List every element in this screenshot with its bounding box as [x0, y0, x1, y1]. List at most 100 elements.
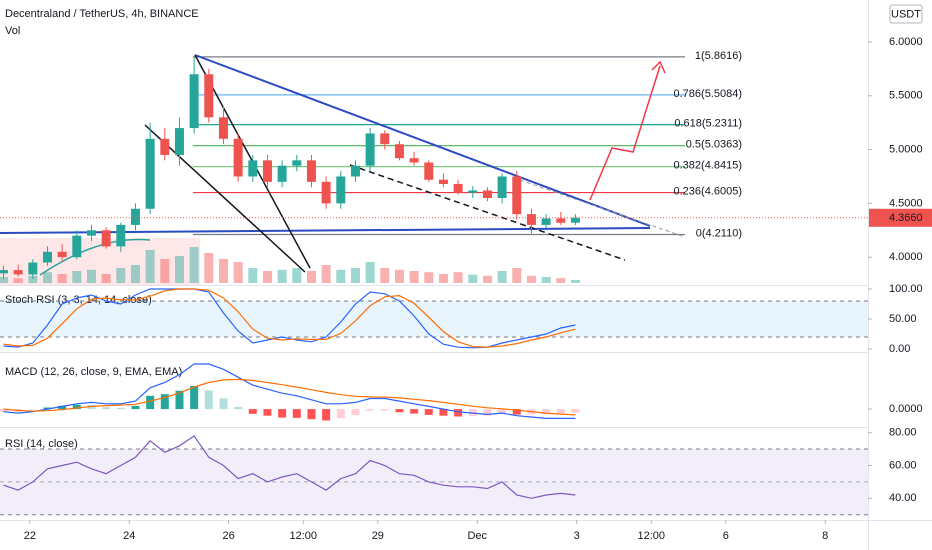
- candle-body: [541, 218, 551, 225]
- volume-bar: [277, 269, 287, 283]
- band-fill: [0, 301, 868, 337]
- candle-body: [189, 74, 199, 129]
- volume-bar: [306, 271, 316, 283]
- candle-body: [42, 251, 52, 263]
- macd-histogram-bar: [0, 409, 8, 412]
- currency-button[interactable]: [889, 4, 923, 24]
- x-tick-label: Dec: [467, 530, 487, 542]
- currency-label: USDT: [891, 8, 921, 20]
- y-tick-label: 40.00: [889, 492, 917, 504]
- volume-bar: [380, 268, 390, 283]
- x-tick-label: 3: [574, 530, 580, 542]
- arrow-head: [651, 60, 666, 74]
- macd-histogram-bar: [263, 409, 272, 416]
- macd-histogram-bar: [292, 409, 301, 418]
- macd-histogram-bar: [234, 406, 243, 410]
- volume-bar: [262, 271, 272, 283]
- volume-label: Vol: [5, 25, 20, 37]
- candle-body: [365, 133, 375, 166]
- macd-histogram-bar: [160, 394, 169, 410]
- macd-histogram-bar: [219, 398, 228, 410]
- volume-bar: [453, 272, 463, 283]
- macd-histogram-bar: [28, 409, 37, 410]
- candle-body: [350, 165, 360, 177]
- volume-bar: [365, 262, 375, 283]
- macd-histogram-bar: [395, 409, 404, 413]
- macd-histogram-bar: [366, 409, 375, 411]
- volume-bar: [409, 271, 419, 283]
- macd-histogram-bar: [131, 405, 140, 410]
- last-price-label: 4.3660: [889, 212, 923, 224]
- candle-body: [116, 224, 126, 247]
- x-tick-label: 12:00: [637, 530, 665, 542]
- candle-body: [28, 262, 38, 275]
- trendline: [519, 179, 686, 238]
- candle-body: [512, 176, 522, 215]
- macd-histogram-bar: [175, 390, 184, 410]
- candle-body: [262, 160, 272, 182]
- macd-histogram-bar: [336, 409, 345, 419]
- macd-histogram-bar: [102, 407, 111, 410]
- candle-body: [526, 214, 536, 225]
- fib-label: 0.618(5.2311): [674, 118, 742, 130]
- x-tick-label: 12:00: [289, 530, 317, 542]
- candle-body: [482, 190, 492, 198]
- chart-title: Decentraland / TetherUS, 4h, BINANCE: [5, 8, 199, 20]
- macd-histogram-bar: [424, 409, 433, 415]
- candle-body: [497, 176, 507, 198]
- macd-histogram-bar: [351, 409, 360, 416]
- candle-body: [145, 138, 155, 209]
- volume-bar: [28, 275, 38, 283]
- projection-arrow: [589, 65, 661, 201]
- trendline: [349, 164, 626, 261]
- fib-label: 1(5.8616): [695, 50, 742, 62]
- trendline: [194, 54, 651, 227]
- candle-body: [248, 160, 258, 177]
- candle-body: [306, 160, 316, 182]
- indicator-title: MACD (12, 26, close, 9, EMA, EMA): [5, 366, 182, 378]
- fib-label: 0.5(5.0363): [686, 139, 742, 151]
- macd-histogram-bar: [322, 409, 331, 421]
- volume-bar: [42, 272, 52, 283]
- volume-bar: [424, 272, 434, 283]
- candle-body: [468, 190, 478, 193]
- macd-histogram-bar: [278, 409, 287, 418]
- candle-body: [57, 251, 67, 258]
- macd-histogram-bar: [58, 405, 67, 410]
- candle-body: [86, 230, 96, 236]
- volume-bar: [57, 274, 67, 283]
- y-tick-label: 80.00: [889, 427, 917, 439]
- volume-bar: [336, 269, 346, 283]
- macd-histogram-bar: [483, 409, 492, 416]
- volume-bar: [541, 277, 551, 283]
- macd-histogram-bar: [454, 409, 463, 417]
- volume-bar: [0, 277, 8, 283]
- volume-bar: [160, 259, 170, 283]
- macd-histogram-bar: [72, 404, 81, 410]
- x-tick-label: 29: [372, 530, 384, 542]
- arc: [39, 238, 151, 276]
- candle-body: [13, 270, 23, 275]
- last-price-box: [869, 208, 932, 227]
- volume-bar: [394, 269, 404, 283]
- macd-histogram-bar: [439, 409, 448, 416]
- volume-bar: [556, 278, 566, 283]
- volume-bar: [570, 280, 580, 283]
- y-tick-label: 4.0000: [889, 251, 923, 263]
- macd-histogram-bar: [204, 390, 213, 410]
- macd-histogram-bar: [556, 409, 565, 414]
- x-tick-label: 22: [24, 530, 36, 542]
- indicator-line: [3, 378, 576, 416]
- indicator-title: RSI (14, close): [5, 438, 78, 450]
- fib-label: 0.236(4.6005): [674, 185, 743, 197]
- macd-histogram-bar: [571, 409, 580, 413]
- y-tick-label: 4.5000: [889, 197, 923, 209]
- fib-label: 0(4.2110): [696, 227, 742, 239]
- macd-histogram-bar: [380, 409, 389, 411]
- indicator-line: [3, 288, 576, 348]
- candle-body: [409, 158, 419, 163]
- candle-body: [438, 179, 448, 185]
- y-tick-label: 50.00: [889, 313, 917, 325]
